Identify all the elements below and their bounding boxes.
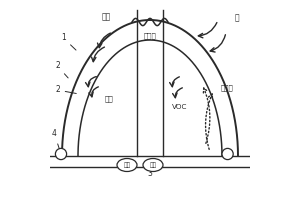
Text: 冷凝水: 冷凝水 [144,32,156,39]
Text: 2: 2 [55,85,76,94]
Text: 4: 4 [52,130,60,151]
Text: 雨水: 雨水 [101,12,111,21]
Circle shape [56,148,67,160]
Text: 1: 1 [61,33,76,50]
Circle shape [222,148,233,160]
Text: 细菌: 细菌 [105,96,114,102]
Text: 3: 3 [148,170,152,178]
Text: 水蒸气: 水蒸气 [221,85,234,91]
Text: 空气: 空气 [124,162,130,168]
Text: 2: 2 [55,62,68,78]
Ellipse shape [143,158,163,171]
Text: 风: 风 [235,14,239,22]
Ellipse shape [117,158,137,171]
Text: 空气: 空气 [149,162,157,168]
Text: VOC: VOC [172,104,188,110]
